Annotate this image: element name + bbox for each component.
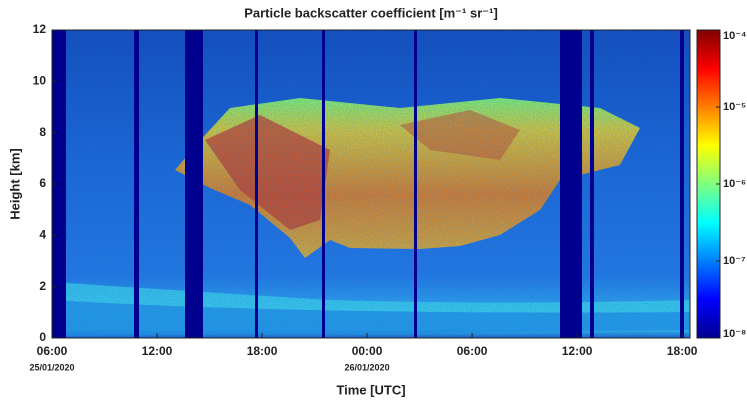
y-tick-label: 6 xyxy=(39,176,46,190)
x-tick-label: 18:00 xyxy=(667,344,698,358)
colorbar-tick-label: 10⁻⁴ xyxy=(723,30,746,42)
heatmap-image xyxy=(52,30,690,338)
y-tick-label: 0 xyxy=(39,330,46,344)
y-tick-label: 10 xyxy=(33,74,47,88)
x-tick-label: 06:00 xyxy=(457,344,488,358)
x-tick-label: 00:00 xyxy=(352,344,383,358)
y-tick-label: 4 xyxy=(39,228,46,242)
x-tick-label: 12:00 xyxy=(562,344,593,358)
x-axis-label: Time [UTC] xyxy=(336,382,405,397)
colorbar-tick-label: 10⁻⁶ xyxy=(723,178,746,190)
colorbar-tick-label: 10⁻⁸ xyxy=(723,328,746,340)
y-tick-label: 2 xyxy=(39,279,46,293)
x-tick-label: 12:00 xyxy=(142,344,173,358)
x-tick-label: 18:00 xyxy=(247,344,278,358)
y-tick-label: 12 xyxy=(33,22,47,36)
date-label: 25/01/2020 xyxy=(29,362,74,372)
y-axis-label: Height [km] xyxy=(7,148,22,220)
colorbar-tick-label: 10⁻⁵ xyxy=(723,101,746,113)
colorbar-tick-label: 10⁻⁷ xyxy=(723,255,746,267)
x-tick-label: 06:00 xyxy=(37,344,68,358)
y-tick-label: 8 xyxy=(39,125,46,139)
chart-title: Particle backscatter coefficient [m⁻¹ sr… xyxy=(244,5,498,20)
date-label: 26/01/2020 xyxy=(345,362,390,372)
